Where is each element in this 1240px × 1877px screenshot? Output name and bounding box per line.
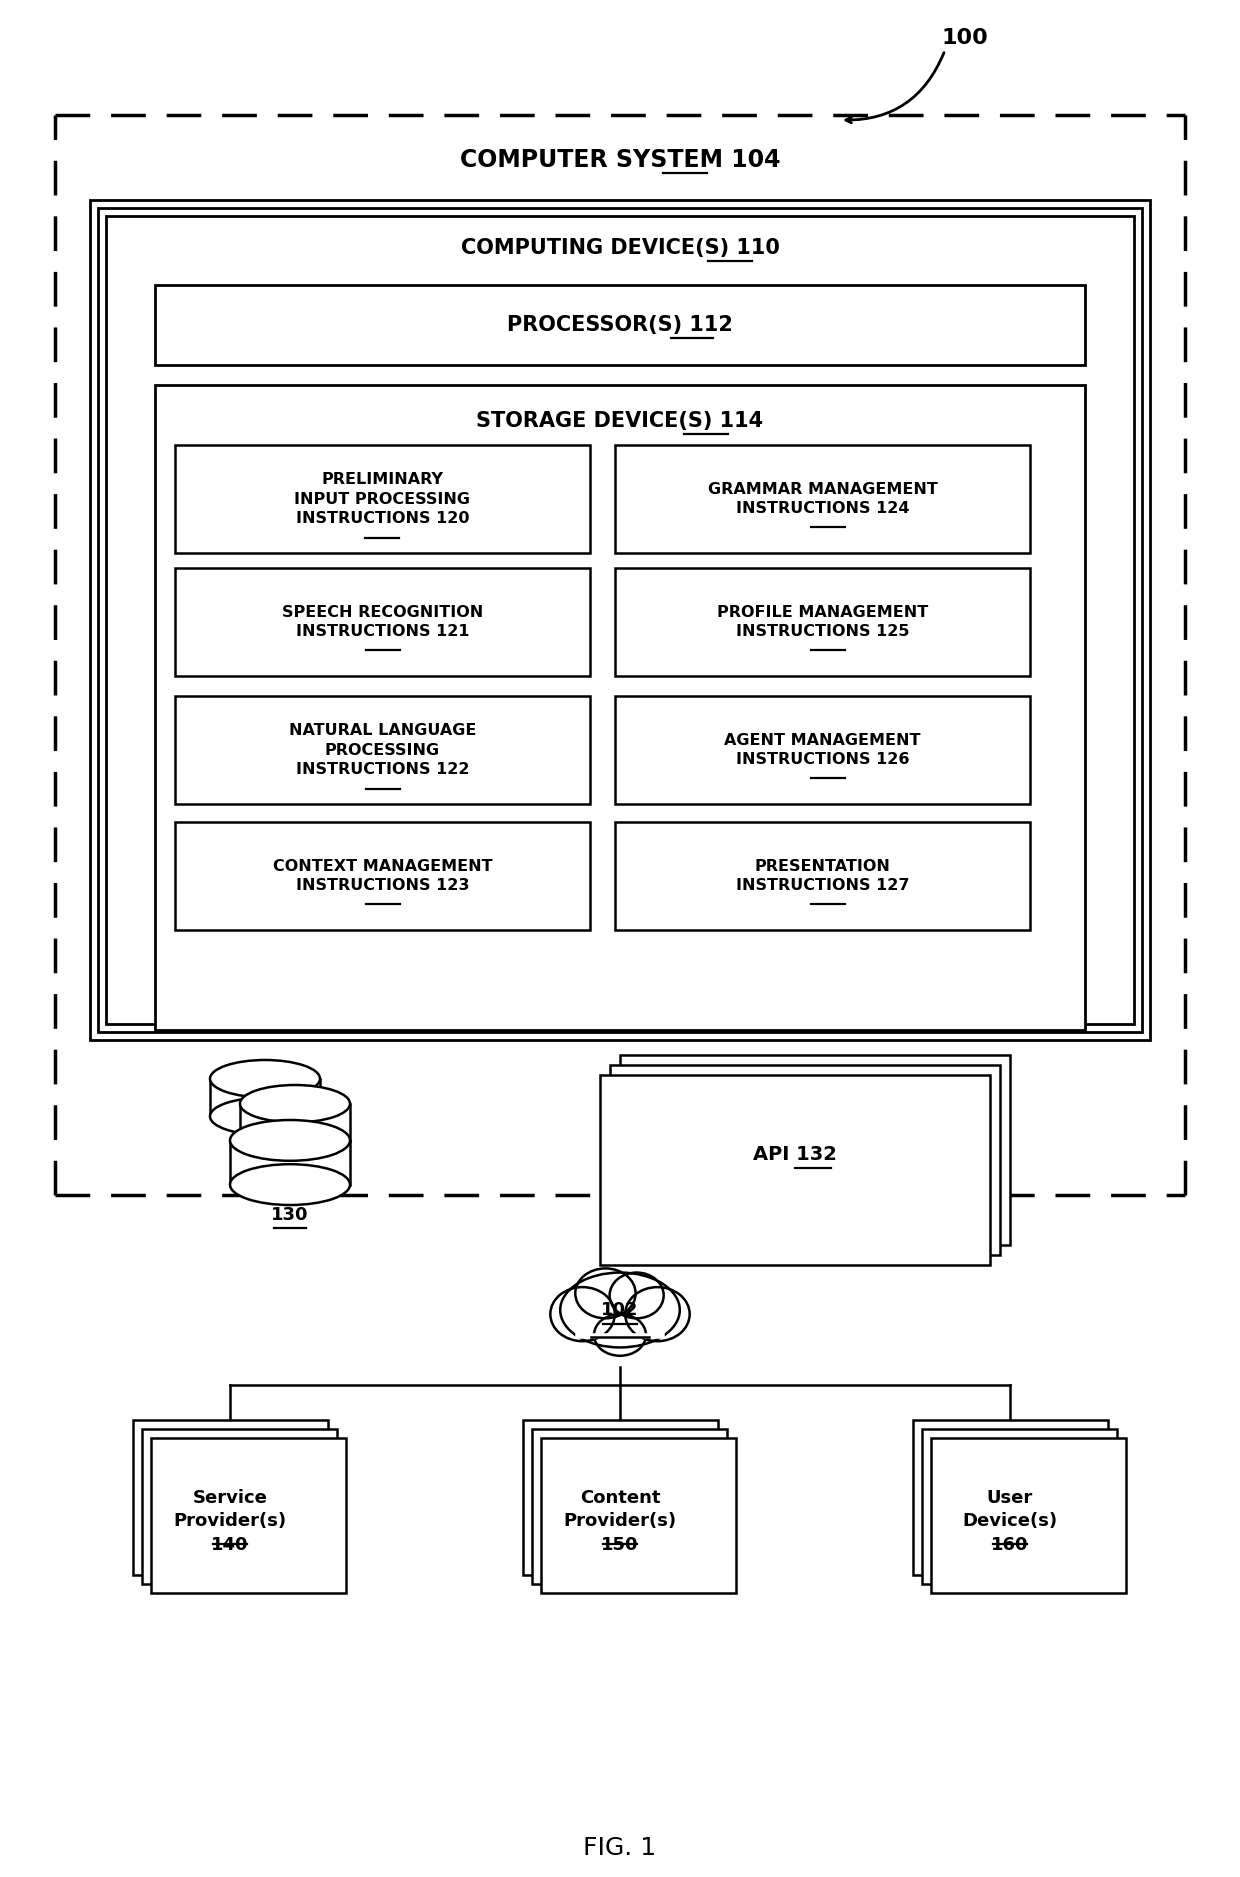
Text: 130: 130	[272, 1207, 309, 1224]
Bar	[98, 208, 1142, 1032]
Text: Content
Provider(s)
150: Content Provider(s) 150	[563, 1488, 677, 1554]
Ellipse shape	[594, 1314, 646, 1355]
Text: PROCESSOR(S) 112: PROCESSOR(S) 112	[507, 315, 733, 334]
Bar	[210, 1079, 320, 1117]
Bar	[141, 1428, 336, 1584]
Bar	[921, 1428, 1116, 1584]
Ellipse shape	[575, 1269, 636, 1318]
Bar	[913, 1421, 1107, 1575]
Bar	[229, 1141, 350, 1184]
Text: STORAGE DEVICE(S) 114: STORAGE DEVICE(S) 114	[476, 411, 764, 432]
Ellipse shape	[560, 1273, 680, 1348]
Text: GRAMMAR MANAGEMENT
INSTRUCTIONS 124: GRAMMAR MANAGEMENT INSTRUCTIONS 124	[708, 482, 937, 516]
Bar	[615, 696, 1030, 803]
Text: 102: 102	[601, 1301, 639, 1320]
Ellipse shape	[241, 1122, 350, 1160]
Ellipse shape	[229, 1121, 350, 1160]
Bar	[175, 569, 590, 676]
Bar	[615, 822, 1030, 929]
Bar	[91, 201, 1149, 1040]
Ellipse shape	[551, 1288, 615, 1342]
Bar	[541, 1438, 735, 1594]
Bar	[175, 445, 590, 554]
Bar	[610, 1064, 999, 1256]
Bar	[600, 1076, 990, 1265]
Text: User
Device(s)
160: User Device(s) 160	[962, 1488, 1058, 1554]
Ellipse shape	[610, 1273, 663, 1318]
Bar	[105, 216, 1135, 1025]
Bar	[522, 1421, 718, 1575]
Bar	[241, 1104, 350, 1141]
Bar	[930, 1438, 1126, 1594]
Bar	[620, 1055, 1011, 1244]
Bar	[155, 385, 1085, 1030]
Text: AGENT MANAGEMENT
INSTRUCTIONS 126: AGENT MANAGEMENT INSTRUCTIONS 126	[724, 732, 921, 768]
Text: NATURAL LANGUAGE
PROCESSING
INSTRUCTIONS 122: NATURAL LANGUAGE PROCESSING INSTRUCTIONS…	[289, 723, 476, 777]
Text: PRELIMINARY
INPUT PROCESSING
INSTRUCTIONS 120: PRELIMINARY INPUT PROCESSING INSTRUCTION…	[295, 471, 470, 526]
Text: Service
Provider(s)
140: Service Provider(s) 140	[174, 1488, 286, 1554]
Bar	[175, 696, 590, 803]
Ellipse shape	[210, 1061, 320, 1098]
Ellipse shape	[229, 1164, 350, 1205]
Bar	[615, 569, 1030, 676]
Text: COMPUTING DEVICE(S) 110: COMPUTING DEVICE(S) 110	[460, 238, 780, 257]
Text: CONTEXT MANAGEMENT
INSTRUCTIONS 123: CONTEXT MANAGEMENT INSTRUCTIONS 123	[273, 858, 492, 893]
Bar	[532, 1428, 727, 1584]
Text: COMPUTER SYSTEM 104: COMPUTER SYSTEM 104	[460, 148, 780, 173]
Text: SPEECH RECOGNITION
INSTRUCTIONS 121: SPEECH RECOGNITION INSTRUCTIONS 121	[281, 604, 484, 640]
Bar	[615, 445, 1030, 554]
Ellipse shape	[625, 1288, 689, 1342]
Bar	[175, 822, 590, 929]
Text: FIG. 1: FIG. 1	[584, 1836, 656, 1860]
Bar	[150, 1438, 346, 1594]
Text: API 132: API 132	[753, 1145, 837, 1164]
Bar	[133, 1421, 327, 1575]
Ellipse shape	[241, 1085, 350, 1122]
Text: PRESENTATION
INSTRUCTIONS 127: PRESENTATION INSTRUCTIONS 127	[735, 858, 909, 893]
Ellipse shape	[210, 1098, 320, 1136]
Bar	[155, 285, 1085, 364]
Text: 100: 100	[941, 28, 988, 49]
Text: PROFILE MANAGEMENT
INSTRUCTIONS 125: PROFILE MANAGEMENT INSTRUCTIONS 125	[717, 604, 928, 640]
